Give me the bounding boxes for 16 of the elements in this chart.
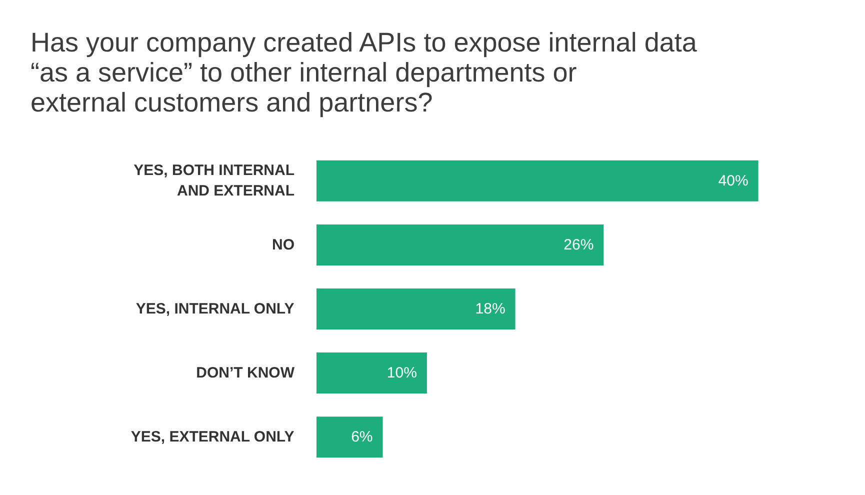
bar	[316, 288, 516, 330]
data-label: 10%	[386, 364, 417, 382]
bar	[316, 224, 604, 266]
y-tick-label: YES, EXTERNAL ONLY	[130, 428, 294, 446]
y-tick-label: NO	[272, 236, 295, 254]
y-tick-label: YES, BOTH INTERNAL AND EXTERNAL	[134, 162, 295, 200]
y-tick-label: YES, INTERNAL ONLY	[136, 300, 294, 318]
bar	[316, 352, 427, 394]
data-label: 40%	[718, 172, 748, 190]
data-label: 6%	[351, 428, 373, 446]
data-label: 26%	[564, 236, 594, 254]
data-label: 18%	[475, 300, 506, 318]
bar	[316, 160, 758, 202]
chart-title: Has your company created APIs to expose internal data “as a service” to other internal departments or external customers and partners?	[30, 28, 698, 118]
y-tick-label: DON’T KNOW	[196, 364, 296, 382]
bar	[316, 416, 383, 458]
